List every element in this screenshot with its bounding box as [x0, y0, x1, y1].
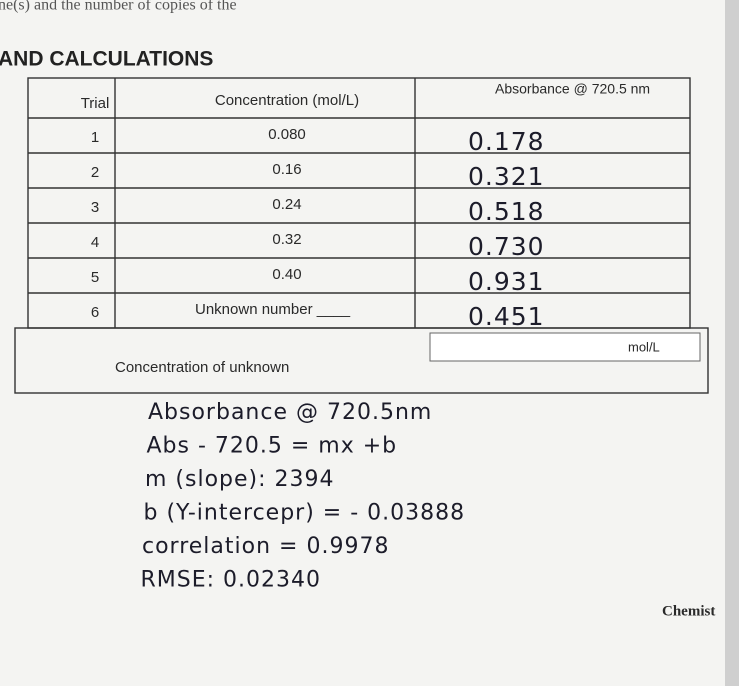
- trial-number: 6: [91, 304, 99, 321]
- unknown-box: [14, 327, 709, 394]
- trial-number: 2: [91, 164, 99, 181]
- header-fragment: ne(s) and the number of copies of the: [0, 0, 237, 14]
- absorbance-value: 0.178: [468, 127, 545, 156]
- trial-number: 3: [91, 199, 99, 216]
- handwritten-note: Absorbance @ 720.5nm: [148, 400, 432, 425]
- handwritten-note: b (Y-intercepr) = - 0.03888: [144, 501, 466, 526]
- column-header: Concentration (mol/L): [215, 92, 359, 109]
- handwritten-note: m (slope): 2394: [145, 467, 335, 492]
- column-header: Trial: [81, 95, 110, 112]
- handwritten-note: correlation = 0.9978: [142, 534, 389, 559]
- concentration-value: 0.40: [272, 266, 301, 283]
- unknown-unit: mol/L: [628, 339, 660, 354]
- unknown-label: Concentration of unknown: [115, 359, 289, 376]
- concentration-value: Unknown number ____: [195, 301, 351, 318]
- absorbance-value: 0.518: [468, 197, 545, 226]
- absorbance-value: 0.451: [468, 302, 545, 331]
- concentration-value: 0.24: [272, 196, 301, 213]
- absorbance-value: 0.931: [468, 267, 545, 296]
- column-header: Absorbance @ 720.5 nm: [495, 81, 650, 97]
- concentration-value: 0.16: [272, 161, 301, 178]
- handwritten-note: RMSE: 0.02340: [141, 568, 322, 593]
- trial-number: 1: [91, 129, 99, 146]
- trial-number: 4: [91, 234, 99, 251]
- answer-box: [429, 332, 701, 362]
- handwritten-note: Abs - 720.5 = mx +b: [147, 434, 398, 459]
- concentration-value: 0.32: [272, 231, 301, 248]
- trial-number: 5: [91, 269, 99, 286]
- absorbance-value: 0.730: [468, 232, 545, 261]
- footer-fragment: Chemist: [662, 603, 715, 619]
- absorbance-value: 0.321: [468, 162, 545, 191]
- section-title: AND CALCULATIONS: [0, 48, 213, 71]
- concentration-value: 0.080: [268, 126, 306, 143]
